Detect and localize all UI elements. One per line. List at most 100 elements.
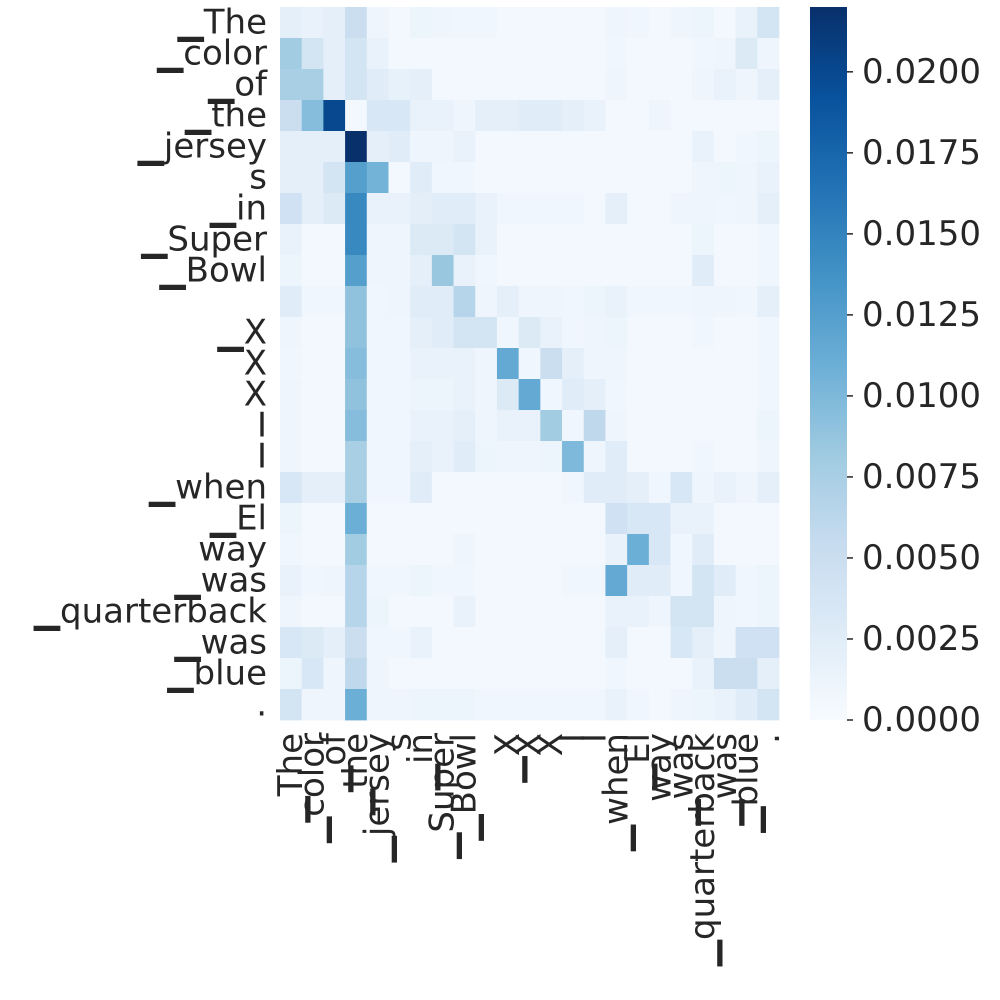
column-label-12: X — [531, 733, 571, 756]
heatmap-cell-r0-c20 — [713, 7, 737, 39]
heatmap-cell-r22-c13 — [562, 689, 585, 721]
heatmap-cell-r15-c2 — [323, 472, 346, 504]
heatmap-cell-r8-c7 — [431, 255, 454, 287]
heatmap-cell-r17-c18 — [670, 534, 693, 566]
heatmap-cell-r2-c15 — [605, 69, 628, 101]
heatmap-cell-r19-c21 — [735, 596, 758, 628]
heatmap-cell-r12-c17 — [648, 379, 671, 411]
heatmap-cell-r3-c10 — [496, 100, 520, 132]
column-label-19: ▁quarterback — [683, 733, 723, 967]
heatmap-cell-r3-c4 — [366, 100, 389, 132]
heatmap-cell-r17-c7 — [431, 534, 454, 566]
row-label-20: ▁was — [173, 623, 267, 663]
column-label-4: ▁jersey — [358, 733, 398, 863]
heatmap-cell-r11-c7 — [431, 348, 454, 380]
heatmap-cell-r22-c20 — [713, 689, 737, 721]
heatmap-cell-r2-c10 — [496, 69, 520, 101]
heatmap-cell-r21-c8 — [453, 658, 476, 690]
heatmap-cell-r0-c7 — [431, 7, 454, 39]
heatmap-cell-r2-c12 — [540, 69, 563, 101]
heatmap-cell-r16-c17 — [648, 503, 671, 535]
heatmap-cell-r8-c19 — [692, 255, 715, 287]
row-label-1: ▁color — [156, 34, 267, 74]
column-label-2: ▁of — [314, 732, 354, 793]
heatmap-cell-r7-c17 — [648, 224, 671, 256]
heatmap-cell-r7-c22 — [757, 224, 780, 256]
column-label-17: way — [640, 733, 680, 802]
heatmap-cell-r21-c19 — [692, 658, 715, 690]
heatmap-cell-r22-c21 — [735, 689, 758, 721]
heatmap-cell-r11-c2 — [323, 348, 346, 380]
row-label-21: ▁blue — [166, 654, 267, 694]
heatmap-cell-r13-c18 — [670, 410, 693, 442]
heatmap-cell-r13-c10 — [496, 410, 520, 442]
heatmap-cell-r19-c13 — [562, 596, 585, 628]
heatmap-cell-r11-c16 — [627, 348, 650, 380]
heatmap-cell-r13-c8 — [453, 410, 476, 442]
heatmap-cell-r6-c4 — [366, 193, 389, 225]
heatmap-cell-r6-c13 — [562, 193, 585, 225]
heatmap-cell-r8-c4 — [366, 255, 389, 287]
heatmap-cell-r0-c4 — [366, 7, 389, 39]
heatmap-cell-r16-c15 — [605, 503, 628, 535]
heatmap-cell-r8-c6 — [410, 255, 433, 287]
heatmap-cell-r4-c15 — [605, 131, 628, 163]
column-label-6: ▁in — [401, 733, 441, 791]
heatmap-cell-r7-c2 — [323, 224, 346, 256]
heatmap-cell-r17-c8 — [453, 534, 476, 566]
heatmap-cell-r14-c1 — [301, 441, 324, 473]
heatmap-cell-r9-c15 — [605, 286, 628, 318]
heatmap-cell-r20-c0 — [280, 627, 303, 659]
heatmap-cell-r2-c16 — [627, 69, 650, 101]
heatmap-cell-r1-c11 — [518, 38, 541, 70]
row-label-7: ▁Super — [140, 220, 267, 260]
heatmap-cell-r15-c6 — [410, 472, 433, 504]
heatmap-cell-r2-c3 — [345, 69, 368, 101]
heatmap-cell-r4-c19 — [692, 131, 715, 163]
heatmap-cell-r16-c20 — [713, 503, 737, 535]
heatmap-cell-r18-c6 — [410, 565, 433, 597]
heatmap-cell-r8-c8 — [453, 255, 476, 287]
heatmap-cell-r1-c2 — [323, 38, 346, 70]
heatmap-cell-r1-c5 — [388, 38, 411, 70]
heatmap-cell-r6-c12 — [540, 193, 563, 225]
heatmap-cell-r21-c7 — [431, 658, 454, 690]
heatmap-cell-r14-c18 — [670, 441, 693, 473]
heatmap-cell-r15-c15 — [605, 472, 628, 504]
heatmap-cell-r0-c9 — [475, 7, 498, 39]
heatmap-cell-r19-c18 — [670, 596, 693, 628]
heatmap-cell-r18-c17 — [648, 565, 671, 597]
heatmap-cell-r14-c13 — [562, 441, 585, 473]
heatmap-cell-r21-c9 — [475, 658, 498, 690]
heatmap-cell-r14-c20 — [713, 441, 737, 473]
heatmap-cell-r0-c10 — [496, 7, 520, 39]
heatmap-cell-r11-c14 — [583, 348, 606, 380]
heatmap-cell-r20-c9 — [475, 627, 498, 659]
heatmap-cell-r18-c12 — [540, 565, 563, 597]
heatmap-cell-r20-c10 — [496, 627, 520, 659]
heatmap-cell-r2-c2 — [323, 69, 346, 101]
heatmap-cell-r16-c9 — [475, 503, 498, 535]
colorbar — [810, 7, 847, 720]
heatmap-cell-r21-c21 — [735, 658, 758, 690]
heatmap-cell-r15-c7 — [431, 472, 454, 504]
heatmap-cell-r20-c13 — [562, 627, 585, 659]
heatmap-cell-r19-c4 — [366, 596, 389, 628]
heatmap-cell-r9-c16 — [627, 286, 650, 318]
heatmap-cell-r5-c3 — [345, 162, 368, 194]
heatmap-cell-r8-c22 — [757, 255, 780, 287]
heatmap-cell-r9-c19 — [692, 286, 715, 318]
column-label-8: ▁Bowl — [444, 733, 484, 842]
heatmap-cell-r17-c5 — [388, 534, 411, 566]
heatmap-cell-r13-c2 — [323, 410, 346, 442]
heatmap-cell-r11-c19 — [692, 348, 715, 380]
heatmap-cell-r18-c4 — [366, 565, 389, 597]
heatmap-cell-r15-c9 — [475, 472, 498, 504]
heatmap-cell-r21-c6 — [410, 658, 433, 690]
heatmap-cell-r11-c9 — [475, 348, 498, 380]
heatmap-cell-r3-c8 — [453, 100, 476, 132]
heatmap-cell-r6-c10 — [496, 193, 520, 225]
heatmap-cell-r18-c10 — [496, 565, 520, 597]
heatmap-cell-r5-c16 — [627, 162, 650, 194]
heatmap-cell-r6-c7 — [431, 193, 454, 225]
